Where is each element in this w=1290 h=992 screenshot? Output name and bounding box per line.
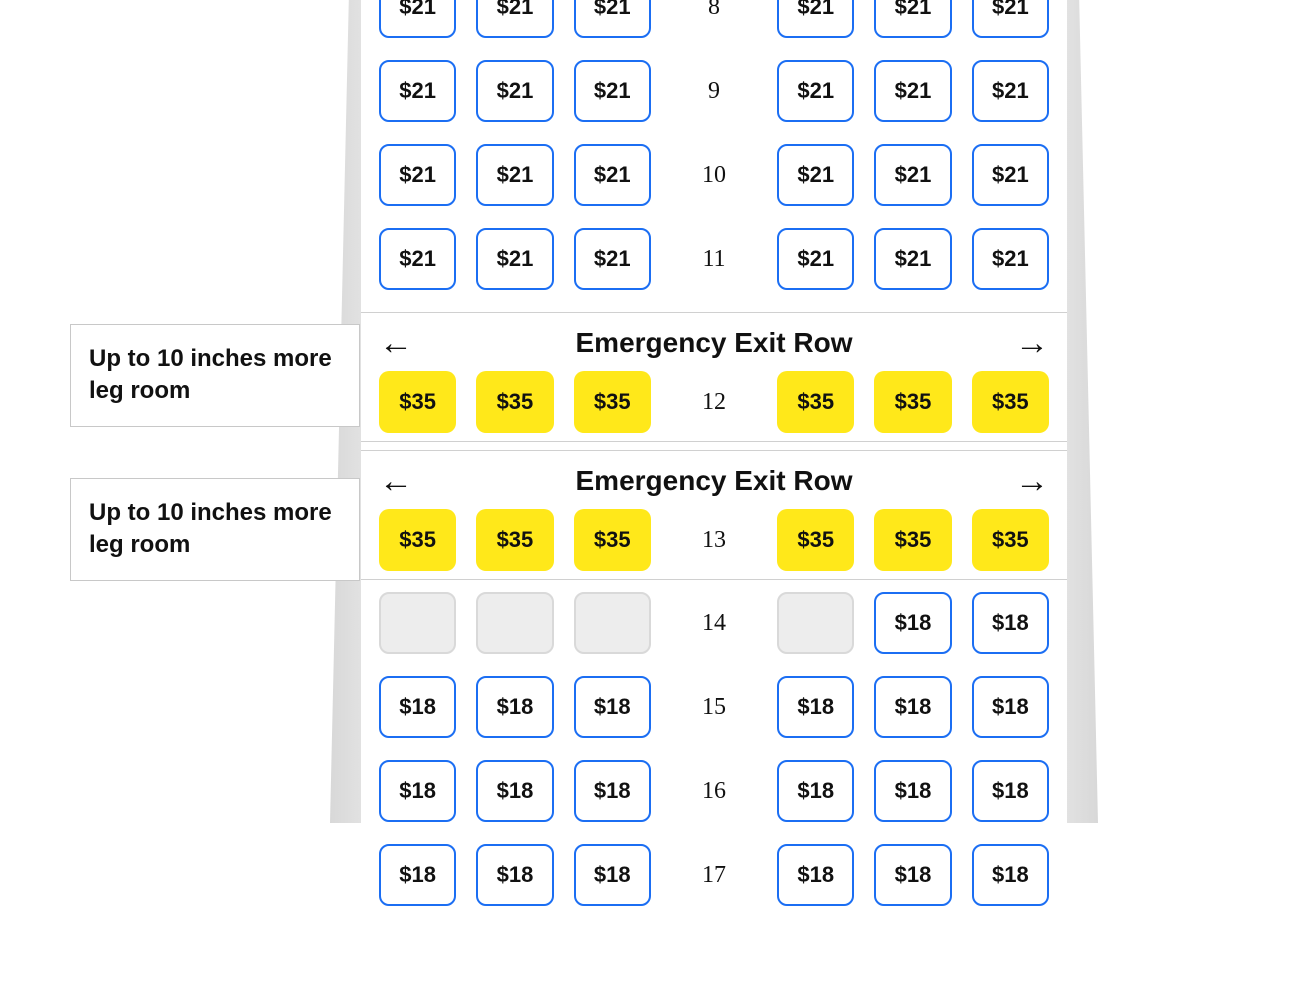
exit-arrow-right-icon: → xyxy=(1015,326,1049,360)
seat-row: $35 $35 $35 12 $35 $35 $35 xyxy=(361,371,1067,433)
row-number: 15 xyxy=(661,694,767,721)
seat-exit[interactable]: $35 xyxy=(379,371,456,433)
row-number: 16 xyxy=(661,778,767,805)
seat-map-page: Up to 10 inches more leg room Up to 10 i… xyxy=(0,0,1290,992)
seat-row: $21 $21 $21 11 $21 $21 $21 xyxy=(361,228,1067,290)
seat-unavailable xyxy=(777,592,854,654)
seat[interactable]: $21 xyxy=(476,0,553,38)
seat[interactable]: $21 xyxy=(972,144,1049,206)
seat-row: $21 $21 $21 9 $21 $21 $21 xyxy=(361,60,1067,122)
seat[interactable]: $21 xyxy=(972,228,1049,290)
seat[interactable]: $18 xyxy=(379,760,456,822)
row-number: 9 xyxy=(661,78,767,105)
seat-row: $35 $35 $35 13 $35 $35 $35 xyxy=(361,509,1067,571)
exit-row-callout: Up to 10 inches more leg room xyxy=(70,324,360,427)
seat-exit[interactable]: $35 xyxy=(777,371,854,433)
seat-exit[interactable]: $35 xyxy=(476,371,553,433)
seat[interactable]: $18 xyxy=(972,844,1049,906)
exit-row-label: Emergency Exit Row xyxy=(576,327,853,359)
seat[interactable]: $21 xyxy=(379,228,456,290)
seat[interactable]: $21 xyxy=(874,60,951,122)
seat[interactable]: $18 xyxy=(574,760,651,822)
seat[interactable]: $18 xyxy=(777,676,854,738)
seat[interactable]: $21 xyxy=(379,60,456,122)
exit-arrow-left-icon: ← xyxy=(379,464,413,498)
exit-row-header: ← Emergency Exit Row → xyxy=(361,321,1067,365)
seat[interactable]: $18 xyxy=(476,844,553,906)
seat[interactable]: $18 xyxy=(874,844,951,906)
row-number: 11 xyxy=(661,246,767,273)
seat-unavailable xyxy=(574,592,651,654)
seat-exit[interactable]: $35 xyxy=(476,509,553,571)
callout-text: Up to 10 inches more leg room xyxy=(89,343,341,408)
seat[interactable]: $21 xyxy=(379,0,456,38)
seat-row: $18 $18 $18 15 $18 $18 $18 xyxy=(361,676,1067,738)
seat-row: $21 $21 $21 8 $21 $21 $21 xyxy=(361,0,1067,38)
exit-arrow-right-icon: → xyxy=(1015,464,1049,498)
seat[interactable]: $18 xyxy=(777,844,854,906)
seat[interactable]: $18 xyxy=(874,676,951,738)
seat[interactable]: $18 xyxy=(379,676,456,738)
exit-row-label: Emergency Exit Row xyxy=(576,465,853,497)
callout-text: Up to 10 inches more leg room xyxy=(89,497,341,562)
row-number: 8 xyxy=(661,0,767,21)
seat[interactable]: $21 xyxy=(874,0,951,38)
seat-exit[interactable]: $35 xyxy=(972,371,1049,433)
row-number: 14 xyxy=(661,610,767,637)
seat-exit[interactable]: $35 xyxy=(379,509,456,571)
seat[interactable]: $21 xyxy=(777,60,854,122)
seat-exit[interactable]: $35 xyxy=(972,509,1049,571)
seat-exit[interactable]: $35 xyxy=(777,509,854,571)
seat-exit[interactable]: $35 xyxy=(874,509,951,571)
seat[interactable]: $21 xyxy=(574,0,651,38)
seat-exit[interactable]: $35 xyxy=(574,371,651,433)
seat[interactable]: $21 xyxy=(972,0,1049,38)
seat-exit[interactable]: $35 xyxy=(874,371,951,433)
row-number: 10 xyxy=(661,162,767,189)
seat[interactable]: $21 xyxy=(574,228,651,290)
seat-grid: $21 $21 $21 8 $21 $21 $21 $21 $21 $21 9 … xyxy=(361,0,1067,928)
seat[interactable]: $18 xyxy=(972,760,1049,822)
seat[interactable]: $21 xyxy=(476,144,553,206)
seat[interactable]: $18 xyxy=(874,592,951,654)
seat[interactable]: $21 xyxy=(476,228,553,290)
seat-row: $21 $21 $21 10 $21 $21 $21 xyxy=(361,144,1067,206)
seat[interactable]: $21 xyxy=(777,144,854,206)
seat[interactable]: $21 xyxy=(574,144,651,206)
seat-row: $18 $18 $18 16 $18 $18 $18 xyxy=(361,760,1067,822)
seat-unavailable xyxy=(379,592,456,654)
seat[interactable]: $18 xyxy=(972,676,1049,738)
seat[interactable]: $18 xyxy=(574,844,651,906)
seat-row: 14 $18 $18 xyxy=(361,592,1067,654)
exit-arrow-left-icon: ← xyxy=(379,326,413,360)
exit-row-block: ← Emergency Exit Row → $35 $35 $35 12 $3… xyxy=(361,312,1067,442)
row-number: 17 xyxy=(661,862,767,889)
seat-exit[interactable]: $35 xyxy=(574,509,651,571)
seat[interactable]: $21 xyxy=(874,144,951,206)
row-number: 12 xyxy=(661,389,767,416)
seat[interactable]: $21 xyxy=(476,60,553,122)
exit-row-block: ← Emergency Exit Row → $35 $35 $35 13 $3… xyxy=(361,450,1067,580)
seat[interactable]: $18 xyxy=(574,676,651,738)
seat[interactable]: $18 xyxy=(476,760,553,822)
seat[interactable]: $18 xyxy=(476,676,553,738)
exit-row-callout: Up to 10 inches more leg room xyxy=(70,478,360,581)
seat[interactable]: $21 xyxy=(574,60,651,122)
seat[interactable]: $21 xyxy=(874,228,951,290)
seat[interactable]: $18 xyxy=(777,760,854,822)
exit-row-header: ← Emergency Exit Row → xyxy=(361,459,1067,503)
row-number: 13 xyxy=(661,527,767,554)
seat-unavailable xyxy=(476,592,553,654)
seat[interactable]: $18 xyxy=(874,760,951,822)
seat[interactable]: $21 xyxy=(379,144,456,206)
seat[interactable]: $18 xyxy=(379,844,456,906)
seat[interactable]: $21 xyxy=(972,60,1049,122)
seat[interactable]: $18 xyxy=(972,592,1049,654)
seat-row: $18 $18 $18 17 $18 $18 $18 xyxy=(361,844,1067,906)
seat[interactable]: $21 xyxy=(777,0,854,38)
seat[interactable]: $21 xyxy=(777,228,854,290)
